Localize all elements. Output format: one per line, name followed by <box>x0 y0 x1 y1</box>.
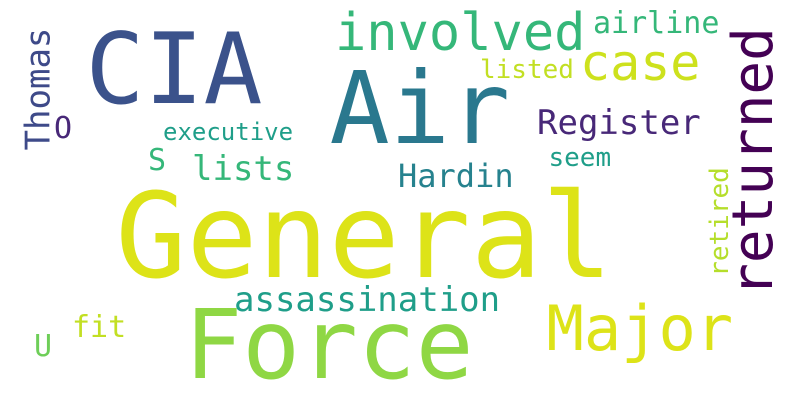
word-retired: retired <box>704 167 735 277</box>
word-o: O <box>54 111 73 146</box>
word-register: Register <box>537 103 701 143</box>
word-listed: listed <box>480 55 574 85</box>
word-u: U <box>34 329 53 364</box>
word-s: S <box>148 143 167 178</box>
word-thomas: Thomas <box>17 27 58 151</box>
word-force: Force <box>184 289 474 401</box>
word-assassination: assassination <box>234 280 501 320</box>
word-hardin: Hardin <box>398 157 514 195</box>
word-air: Air <box>329 50 511 167</box>
word-seem: seem <box>548 143 612 173</box>
word-lists: lists <box>192 149 295 189</box>
word-airline: airline <box>593 6 720 41</box>
word-general: General <box>115 167 613 305</box>
word-involved: involved <box>335 3 586 63</box>
word-fit: fit <box>72 310 127 345</box>
word-executive: executive <box>163 118 294 146</box>
word-case: case <box>580 34 701 92</box>
word-major: Major <box>546 292 734 365</box>
word-cia: CIA <box>85 13 263 127</box>
